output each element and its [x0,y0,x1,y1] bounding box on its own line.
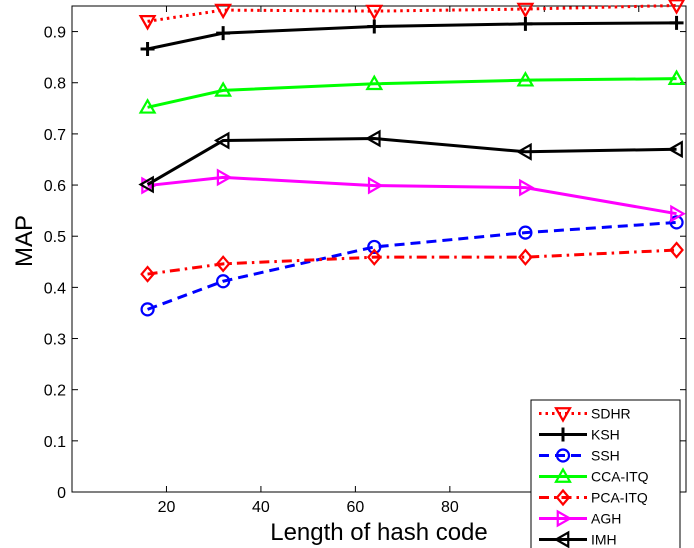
data-point-ssh [669,215,684,230]
data-point-ssh [518,225,533,240]
y-tick-label: 0.7 [44,127,66,144]
data-point-pca-itq [215,255,231,273]
data-point-imh [138,175,154,194]
data-point-imh [516,142,532,161]
legend-marker-sdhr [554,407,572,423]
data-point-agh [670,204,686,223]
data-point-sdhr [516,2,535,19]
data-point-sdhr [668,0,685,15]
y-tick-label: 0.5 [44,229,66,246]
x-tick-label: 40 [252,499,270,516]
legend-label-agh: AGH [591,511,621,527]
series-imh [138,129,683,194]
data-point-ssh [367,239,382,255]
data-point-pca-itq [366,248,382,266]
data-point-imh [667,140,683,159]
y-tick-label: 0.6 [44,178,66,195]
data-point-agh [367,176,384,195]
legend-marker-ksh [556,427,570,442]
legend-label-sdhr: SDHR [591,406,631,422]
data-point-cca-itq [516,70,535,87]
data-point-cca-itq [365,74,384,91]
legend-label-imh: IMH [591,532,617,548]
series-line-ssh [147,220,677,311]
legend: SDHR KSH SSH CCA-ITQ PCA-ITQ AGH IMH [530,399,681,548]
y-tick-label: 0.1 [44,434,66,451]
data-point-ksh [216,26,231,41]
y-tick-label: 0 [57,485,66,502]
data-point-agh [519,178,535,197]
legend-label-cca-itq: CCA-ITQ [591,469,649,485]
data-point-agh [216,168,233,187]
data-point-imh [365,129,381,148]
series-line-imh [146,136,677,186]
series-line-agh [147,175,677,216]
x-tick-label: 20 [158,499,176,516]
legend-item-imh: IMH [539,530,617,548]
y-tick-label: 0.9 [44,25,66,42]
series-ssh [140,215,684,317]
legend-marker-cca-itq [554,467,572,483]
x-tick-label: 60 [346,499,364,516]
y-tick-label: 0.8 [44,76,66,93]
data-point-pca-itq [669,241,684,259]
y-tick-label: 0.4 [44,280,66,297]
legend-label-ksh: KSH [591,427,620,443]
y-tick-label: 0.2 [44,383,66,400]
series-ksh [140,15,684,56]
data-point-ksh [669,15,684,30]
series-line-sdhr [147,3,677,23]
data-point-pca-itq [140,265,155,283]
x-tick-label: 80 [441,499,459,516]
legend-marker-agh [556,509,573,528]
series-layer [138,0,686,317]
legend-item-agh: AGH [539,509,621,528]
data-point-cca-itq [138,98,157,114]
data-point-ksh [367,19,382,34]
data-point-ssh [140,302,155,317]
data-point-ssh [216,274,231,289]
series-cca-itq [138,69,686,114]
y-axis-title: MAP [11,215,38,267]
series-line-pca-itq [147,248,677,276]
series-agh [141,168,686,223]
data-point-sdhr [365,4,384,21]
y-tick-label: 0.3 [44,332,66,349]
data-point-ksh [140,41,155,56]
x-axis-title: Length of hash code [270,519,488,546]
legend-marker-pca-itq [555,488,571,507]
data-point-cca-itq [214,81,233,97]
data-point-sdhr [138,14,157,31]
data-point-pca-itq [518,248,533,266]
data-point-ksh [518,16,533,31]
legend-box [530,399,681,548]
legend-marker-ssh [555,448,571,463]
data-point-imh [213,131,230,150]
data-point-sdhr [214,3,233,20]
legend-item-pca-itq: PCA-ITQ [539,488,648,507]
series-pca-itq [140,241,684,283]
legend-item-ssh: SSH [539,448,620,464]
legend-item-cca-itq: CCA-ITQ [539,467,649,485]
series-line-cca-itq [147,77,677,109]
data-point-cca-itq [667,69,686,85]
series-sdhr [138,0,685,31]
legend-item-ksh: KSH [539,427,620,443]
legend-marker-imh [553,530,570,548]
legend-item-sdhr: SDHR [539,406,631,423]
legend-label-ssh: SSH [591,448,620,464]
legend-label-pca-itq: PCA-ITQ [591,490,648,506]
